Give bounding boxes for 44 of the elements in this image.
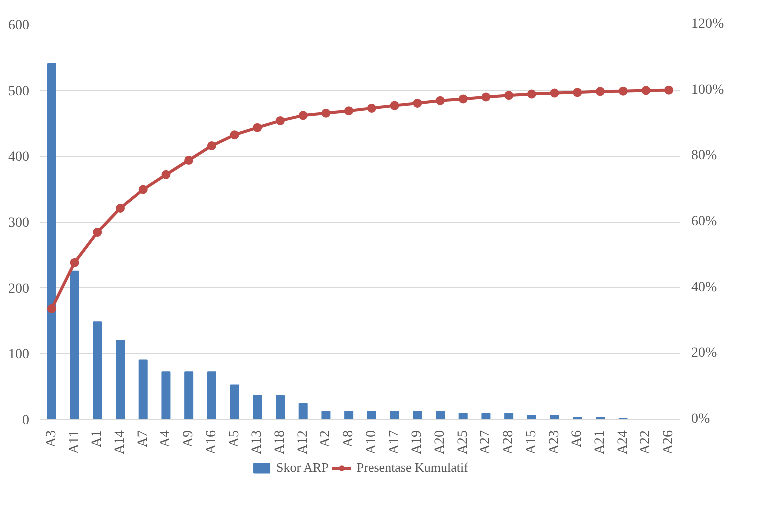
x-tick-label: A14 xyxy=(113,430,128,455)
x-tick-label: A1 xyxy=(90,430,106,448)
x-tick-label: A17 xyxy=(387,430,402,455)
x-tick-label: A24 xyxy=(616,430,631,455)
y2-tick-label: 60% xyxy=(692,214,718,230)
y2-tick-label: 120% xyxy=(692,17,724,32)
legend-label: Presentase Kumulatif xyxy=(356,460,468,476)
x-tick-label: A8 xyxy=(342,430,357,448)
y2-tick-label: 100% xyxy=(692,82,724,98)
x-tick-label: A27 xyxy=(478,430,494,455)
legend-label: Skor ARP xyxy=(276,460,329,476)
x-tick-label: A4 xyxy=(158,430,174,448)
x-tick-label: A26 xyxy=(662,430,677,455)
x-tick-label: A22 xyxy=(638,430,654,455)
x-tick-label: A7 xyxy=(136,430,151,448)
y-tick-label: 600 xyxy=(8,18,30,34)
y-tick-label: 400 xyxy=(8,150,30,166)
x-tick-label: A23 xyxy=(547,430,562,455)
x-tick-label: A10 xyxy=(364,430,380,455)
x-tick-label: A3 xyxy=(44,430,60,448)
x-tick-label: A5 xyxy=(227,430,242,448)
x-tick-label: A19 xyxy=(410,430,426,455)
y-tick-label: 300 xyxy=(8,216,30,231)
x-tick-label: A16 xyxy=(204,430,220,455)
x-tick-label: A12 xyxy=(296,430,311,455)
y-tick-label: 200 xyxy=(8,282,30,297)
x-tick-label: A21 xyxy=(593,430,608,455)
x-tick-label: A25 xyxy=(456,430,471,455)
x-tick-label: A2 xyxy=(318,430,334,448)
x-tick-label: A6 xyxy=(570,430,586,448)
y-tick-label: 500 xyxy=(8,84,30,100)
x-tick-label: A28 xyxy=(502,430,517,455)
y-tick-label: 100 xyxy=(8,348,30,363)
y2-tick-label: 40% xyxy=(692,280,718,296)
x-tick-label: A18 xyxy=(273,430,288,455)
x-tick-label: A13 xyxy=(250,430,266,455)
x-tick-label: A20 xyxy=(433,430,448,455)
y2-tick-label: 0% xyxy=(692,412,710,427)
y2-tick-label: 20% xyxy=(692,346,718,362)
x-tick-label: A15 xyxy=(524,430,540,455)
x-tick-label: A11 xyxy=(67,430,82,454)
y-tick-label: 0 xyxy=(22,414,30,428)
x-tick-label: A9 xyxy=(182,430,197,448)
y2-tick-label: 80% xyxy=(692,148,718,164)
